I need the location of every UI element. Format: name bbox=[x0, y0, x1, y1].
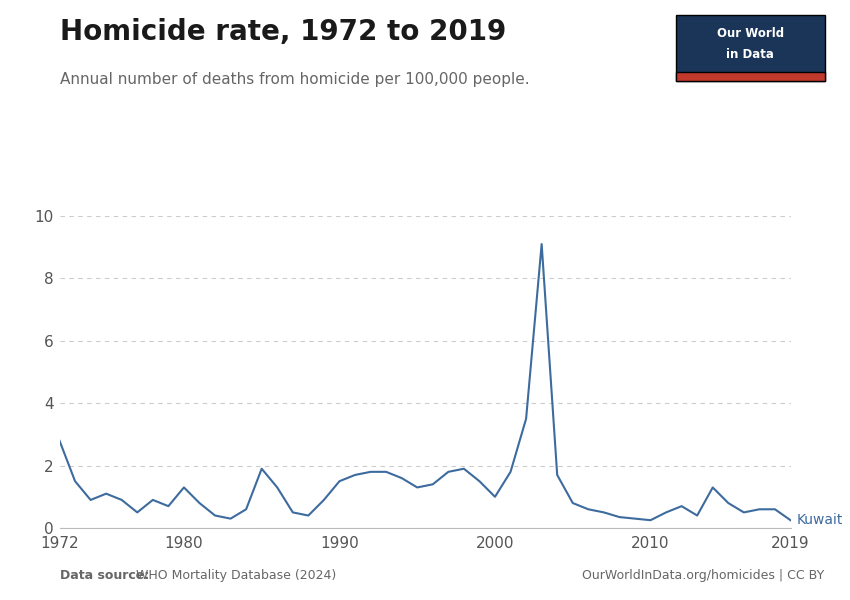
Text: Annual number of deaths from homicide per 100,000 people.: Annual number of deaths from homicide pe… bbox=[60, 72, 529, 87]
Text: WHO Mortality Database (2024): WHO Mortality Database (2024) bbox=[132, 569, 336, 582]
Text: Our World: Our World bbox=[717, 27, 784, 40]
Text: OurWorldInData.org/homicides | CC BY: OurWorldInData.org/homicides | CC BY bbox=[582, 569, 824, 582]
Text: Kuwait: Kuwait bbox=[796, 513, 843, 527]
Text: Data source:: Data source: bbox=[60, 569, 149, 582]
Text: Homicide rate, 1972 to 2019: Homicide rate, 1972 to 2019 bbox=[60, 18, 506, 46]
Text: in Data: in Data bbox=[726, 48, 774, 61]
